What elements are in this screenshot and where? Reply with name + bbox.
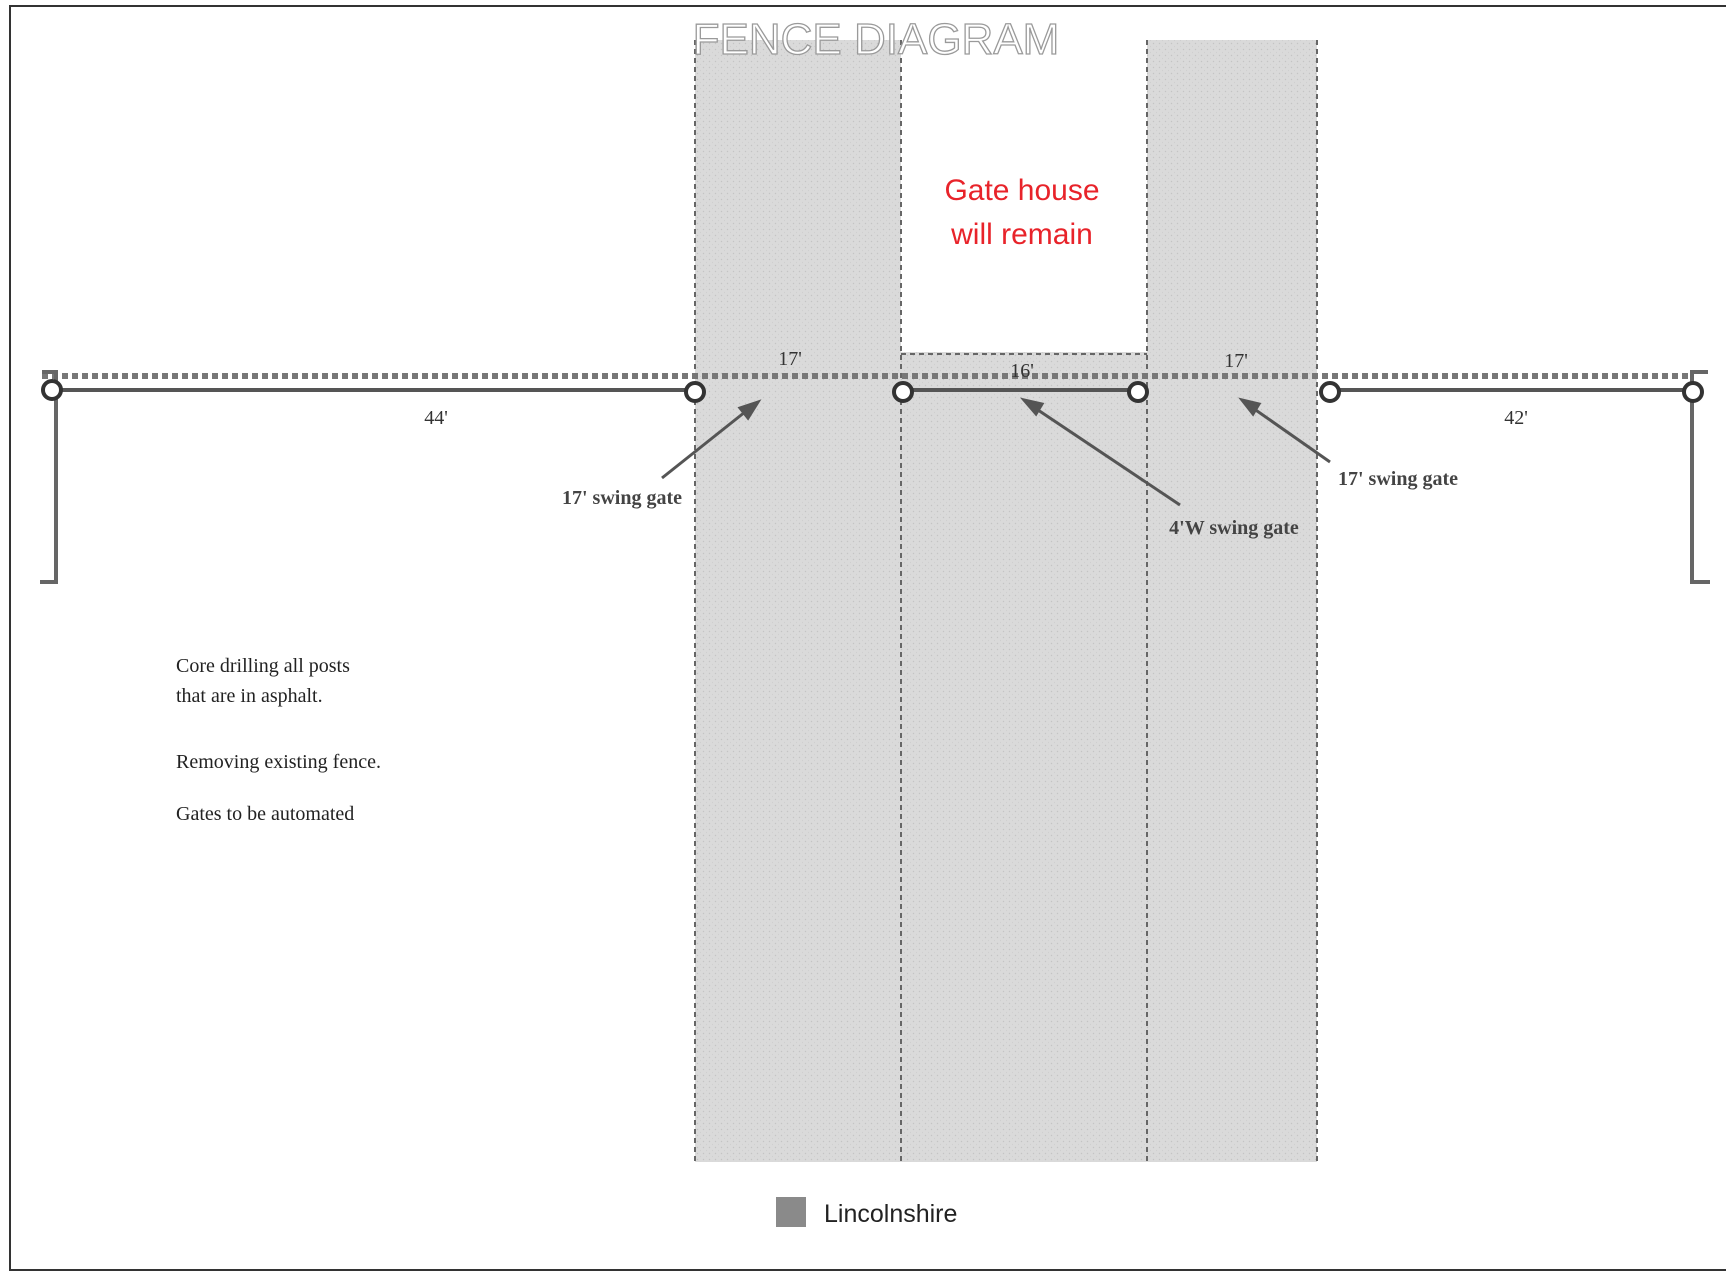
note-removing-fence: Removing existing fence.: [176, 751, 381, 773]
road-strip-right: [1147, 40, 1317, 1162]
callout-walk-gate: 4'W swing gate: [1169, 517, 1299, 539]
note-gates-automated: Gates to be automated: [176, 803, 354, 825]
legend-swatch: [776, 1197, 806, 1227]
post: [684, 381, 706, 403]
dimension-center: 16': [1010, 360, 1034, 382]
post: [1682, 381, 1704, 403]
dimension-left-gate: 17': [778, 348, 802, 370]
dimension-right-gate: 17': [1224, 350, 1248, 372]
note-core-drilling-line2: that are in asphalt.: [176, 685, 323, 707]
note-core-drilling-line1: Core drilling all posts: [176, 655, 350, 677]
dimension-right-run: 42': [1504, 407, 1528, 429]
road-strip-center: [901, 352, 1149, 1162]
callout-left-swing-gate: 17' swing gate: [562, 487, 682, 509]
post: [1127, 381, 1149, 403]
page-border: [9, 5, 1726, 1271]
post: [1319, 381, 1341, 403]
post: [892, 381, 914, 403]
gate-house-note-line1: Gate house: [944, 174, 1099, 207]
road-strip-left: [695, 40, 901, 1162]
fence-posts: [41, 379, 1704, 403]
callout-arrows: [661, 397, 1331, 507]
gate-house-note-line2: will remain: [950, 218, 1093, 251]
legend-label: Lincolnshire: [824, 1200, 957, 1228]
strip-boundaries: [694, 40, 1318, 1162]
diagram-title: FENCE DIAGRAM: [693, 15, 1060, 64]
dimension-left-run: 44': [424, 407, 448, 429]
right-end-bracket: [1690, 370, 1710, 584]
left-end-bracket: [40, 370, 58, 584]
post: [41, 379, 63, 401]
callout-right-swing-gate: 17' swing gate: [1338, 468, 1458, 490]
